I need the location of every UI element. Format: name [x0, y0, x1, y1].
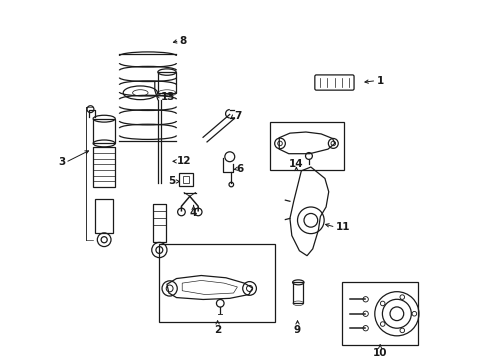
Text: 8: 8 — [179, 36, 187, 46]
Text: 1: 1 — [376, 76, 384, 86]
Bar — [342, 282, 418, 345]
Bar — [95, 199, 113, 233]
Text: 11: 11 — [336, 222, 350, 232]
Bar — [158, 72, 176, 93]
Bar — [179, 173, 193, 186]
Bar — [93, 147, 115, 187]
Text: 14: 14 — [289, 159, 304, 169]
Text: 4: 4 — [190, 208, 197, 218]
Bar — [294, 282, 303, 303]
Text: 7: 7 — [234, 111, 242, 121]
Bar — [93, 119, 115, 143]
Text: 3: 3 — [58, 157, 65, 167]
Bar — [270, 122, 344, 170]
Text: 13: 13 — [161, 91, 175, 102]
Text: 2: 2 — [214, 325, 221, 335]
Text: 5: 5 — [169, 176, 176, 186]
Bar — [159, 244, 275, 322]
Bar — [153, 204, 166, 242]
Text: 6: 6 — [237, 164, 244, 174]
Text: 9: 9 — [294, 325, 301, 335]
Text: 10: 10 — [373, 348, 388, 358]
Bar — [183, 176, 190, 183]
Text: 12: 12 — [177, 156, 192, 166]
